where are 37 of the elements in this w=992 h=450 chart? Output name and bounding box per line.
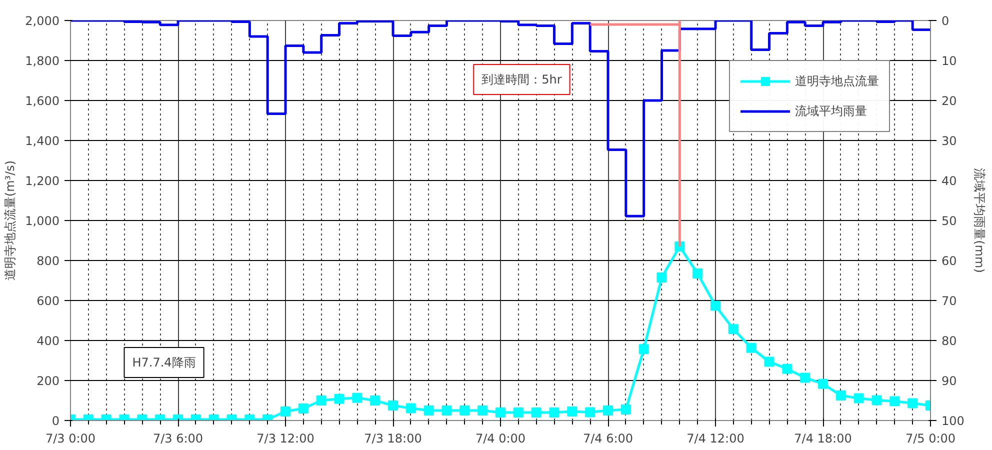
- x-tick-label: 7/4 12:00: [686, 432, 744, 446]
- y2-tick-label: 100: [942, 414, 964, 428]
- y2-tick-label: 80: [942, 334, 957, 348]
- y2-tick-label: 50: [942, 214, 957, 228]
- y-tick-label: 200: [36, 374, 60, 388]
- y-tick-label: 1,200: [25, 174, 60, 188]
- x-tick-label: 7/5 0:00: [905, 432, 956, 446]
- annotation: 到達時間：5hr: [482, 72, 562, 86]
- x-tick-label: 7/4 0:00: [475, 432, 526, 446]
- y2-tick-label: 20: [942, 94, 957, 108]
- y2-tick-label: 70: [942, 294, 957, 308]
- y-tick-label: 1,400: [25, 134, 60, 148]
- y2-axis-title: 流域平均雨量(mm): [972, 168, 986, 273]
- y-tick-label: 600: [36, 294, 60, 308]
- y2-tick-label: 30: [942, 134, 957, 148]
- legend-label: 道明寺地点流量: [795, 72, 879, 90]
- x-tick-label: 7/4 6:00: [582, 432, 634, 446]
- y-tick-label: 800: [36, 254, 60, 268]
- x-tick-label: 7/3 0:00: [45, 432, 96, 446]
- x-tick-label: 7/4 18:00: [794, 432, 852, 446]
- y2-tick-label: 90: [942, 374, 957, 388]
- x-tick-label: 7/3 12:00: [256, 432, 314, 446]
- y-tick-label: 1,800: [25, 54, 60, 68]
- y-tick-label: 2,000: [25, 14, 60, 28]
- y2-tick-label: 60: [942, 254, 957, 268]
- y-tick-label: 1,600: [25, 94, 60, 108]
- legend-label: 流域平均雨量: [795, 102, 867, 120]
- y-tick-label: 400: [36, 334, 60, 348]
- y2-tick-label: 10: [942, 54, 957, 68]
- x-tick-label: 7/3 6:00: [152, 432, 204, 446]
- y-axis-title: 道明寺地点流量(m³/s): [3, 160, 18, 281]
- x-tick-label: 7/3 18:00: [364, 432, 422, 446]
- annotation: H7.7.4降雨: [132, 356, 196, 370]
- y2-tick-label: 40: [942, 174, 957, 188]
- text: 0: [52, 414, 60, 428]
- y-tick-label: 1,000: [25, 214, 60, 228]
- y2-tick-label: 0: [942, 14, 950, 28]
